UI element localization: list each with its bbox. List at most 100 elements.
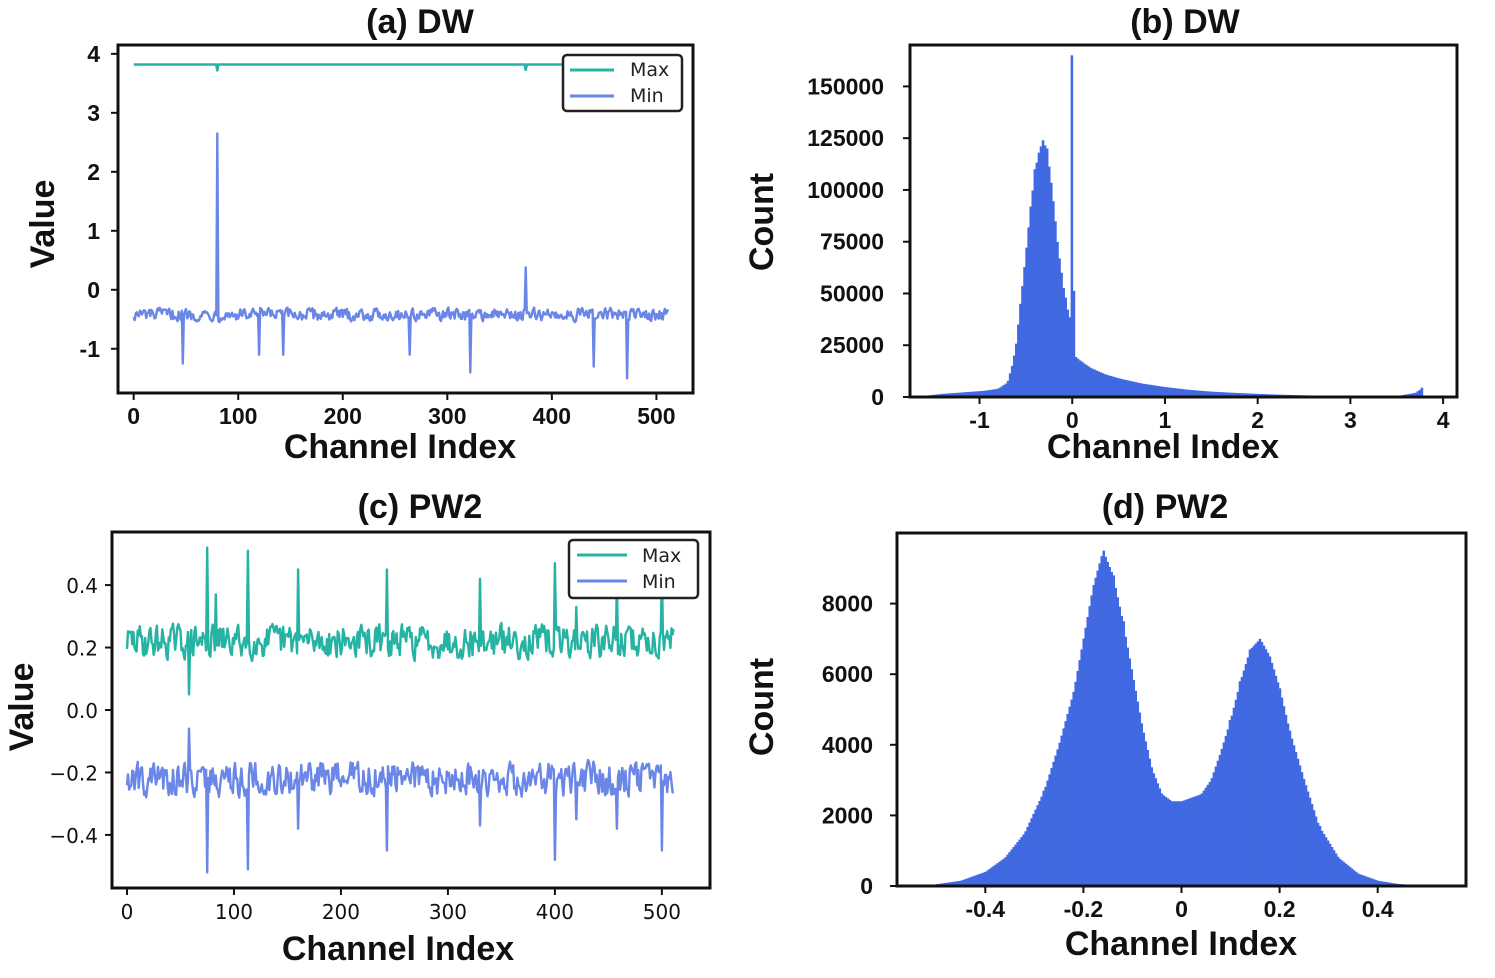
histogram-bar [1002, 384, 1006, 397]
histogram-bar [1156, 783, 1160, 886]
histogram-bar [1103, 374, 1107, 397]
x-tick-label: -1 [969, 407, 990, 433]
histogram-bar [963, 392, 967, 397]
histogram-bar [1416, 391, 1420, 397]
histogram-bar [1114, 587, 1117, 886]
histogram-bar [1126, 647, 1130, 886]
y-tick-label: 8000 [822, 591, 873, 617]
panel-b-yticks: 0 25000 50000 75000 100000 125000 150000 [807, 73, 910, 410]
histogram-bar [1023, 267, 1026, 397]
histogram-bar [998, 861, 1001, 886]
histogram-bar [1088, 606, 1091, 886]
histogram-bar [1202, 390, 1205, 397]
histogram-bar [1181, 389, 1185, 397]
histogram-bar [1198, 390, 1201, 397]
histogram-bar [1154, 778, 1158, 886]
histogram-bar [1336, 856, 1340, 886]
histogram-bar [1258, 638, 1262, 886]
histogram-bar [1058, 258, 1061, 397]
histogram-bar [1099, 372, 1102, 397]
histogram-bar [1056, 749, 1059, 886]
histogram-bar [1168, 799, 1172, 886]
histogram-bar [1282, 706, 1286, 886]
histogram-bar [992, 389, 995, 397]
histogram-bar [1148, 384, 1152, 397]
histogram-bar [1228, 720, 1232, 886]
x-tick-label: 200 [322, 900, 360, 924]
histogram-bar [1358, 874, 1362, 886]
y-tick-label: 0.4 [66, 574, 98, 598]
x-tick-label: 300 [429, 900, 467, 924]
histogram-bar [1093, 369, 1096, 397]
histogram-bar [1241, 393, 1245, 397]
histogram-bar [1134, 690, 1138, 886]
histogram-bar [1226, 729, 1230, 886]
histogram-bar [976, 874, 979, 886]
histogram-bar [1070, 55, 1074, 397]
panel-a-yticks: 4 3 2 1 0 -1 [80, 41, 118, 362]
panel-b-xticks: -1 0 1 2 3 4 [969, 397, 1450, 433]
histogram-bar [944, 882, 947, 886]
y-tick-label: −0.2 [49, 761, 98, 785]
panel-b-ylabel: Count [743, 173, 781, 271]
histogram-bar [1198, 794, 1202, 886]
panel-c-ylabel: Value [3, 663, 41, 752]
histogram-bar [1230, 715, 1234, 886]
histogram-bar [1052, 761, 1055, 886]
histogram-bar [1266, 652, 1270, 886]
histogram-bar [1314, 816, 1318, 886]
histogram-bar [1104, 556, 1107, 886]
x-tick-label: 0 [127, 403, 140, 429]
x-tick-label: -0.2 [1064, 896, 1104, 922]
histogram-bar [1058, 742, 1061, 886]
histogram-bar [1214, 391, 1218, 397]
histogram-bar [1092, 584, 1095, 886]
histogram-bar [1078, 360, 1082, 397]
histogram-bar [1128, 658, 1132, 886]
histogram-bar [980, 873, 983, 886]
histogram-bar [1068, 706, 1071, 886]
x-tick-label: 500 [637, 403, 675, 429]
histogram-bar [1097, 371, 1100, 397]
histogram-bar [1366, 877, 1370, 886]
histogram-bar [1037, 152, 1041, 397]
histogram-bar [1196, 795, 1200, 886]
histogram-bar [1136, 701, 1140, 886]
histogram-bar [1074, 681, 1077, 886]
y-tick-label: −0.4 [49, 824, 98, 848]
x-tick-label: -0.4 [965, 896, 1005, 922]
histogram-bar [1130, 381, 1133, 397]
histogram-bar [1171, 387, 1175, 397]
histogram-bar [1306, 791, 1310, 886]
histogram-bar [1312, 810, 1316, 886]
x-tick-label: 500 [643, 900, 681, 924]
y-tick-label: 4000 [822, 732, 873, 758]
histogram-bar [1028, 822, 1031, 886]
histogram-bar [1155, 385, 1158, 397]
histogram-bar [1280, 697, 1284, 886]
histogram-bar [1062, 728, 1065, 886]
histogram-bar [1322, 834, 1326, 886]
panel-a-legend: Max Min [561, 53, 684, 113]
histogram-bar [1006, 854, 1009, 886]
histogram-bar [1113, 377, 1117, 397]
histogram-bar [1348, 866, 1352, 886]
histogram-bar [980, 391, 983, 397]
histogram-bar [1160, 793, 1164, 886]
histogram-bar [1038, 800, 1041, 886]
histogram-bar [1098, 563, 1101, 886]
histogram-bar [1185, 389, 1189, 397]
histogram-bar [1308, 797, 1312, 886]
histogram-bar [1004, 857, 1007, 886]
histogram-bar [1186, 799, 1190, 886]
x-tick-label: 0.2 [1264, 896, 1296, 922]
panel-c-legend: Max Min [567, 538, 700, 600]
histogram-bar [1074, 356, 1078, 397]
histogram-bar [1126, 380, 1129, 397]
histogram-bar [1256, 641, 1260, 886]
panel-c-legend-max-label: Max [642, 545, 681, 567]
x-tick-label: 0.4 [1362, 896, 1394, 922]
histogram-bar [1041, 140, 1045, 397]
histogram-bar [1146, 750, 1150, 886]
histogram-bar [1234, 699, 1238, 886]
